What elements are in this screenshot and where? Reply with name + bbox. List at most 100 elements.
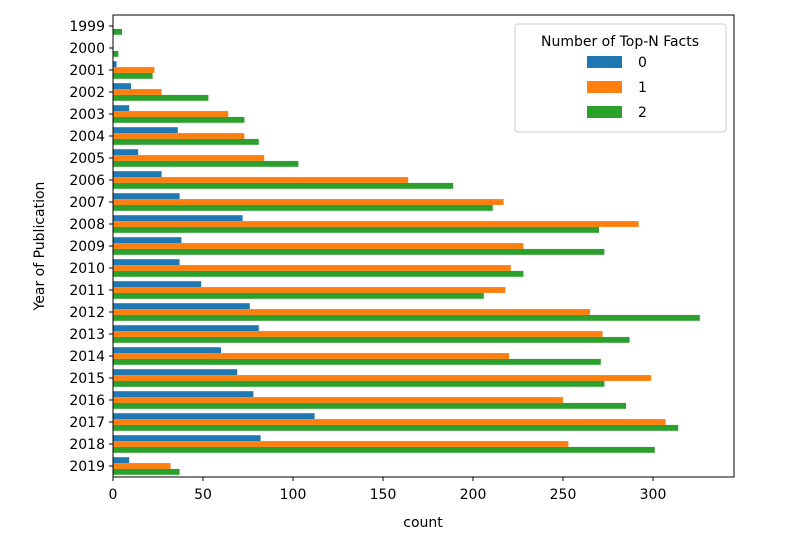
bar-2011-series-1 (113, 287, 506, 293)
y-tick-label: 2010 (69, 261, 105, 277)
legend-label-2: 2 (638, 105, 647, 121)
bar-2008-series-2 (113, 226, 599, 233)
bar-2009-series-0 (113, 237, 182, 244)
bar-2005-series-1 (113, 155, 265, 161)
legend-swatch-0 (587, 56, 622, 68)
bars-group (113, 28, 700, 475)
bar-2002-series-2 (113, 94, 209, 101)
bar-2005-series-2 (113, 160, 299, 167)
y-tick-label: 2012 (69, 305, 105, 321)
bar-2017-series-2 (113, 424, 679, 431)
bar-2016-series-0 (113, 391, 254, 398)
bar-2014-series-2 (113, 358, 601, 365)
bar-2017-series-0 (113, 413, 315, 420)
bar-2013-series-1 (113, 331, 603, 337)
legend-label-0: 0 (638, 55, 647, 71)
bar-2009-series-2 (113, 248, 605, 255)
plot-frame (112, 14, 735, 478)
bar-2003-series-0 (113, 105, 130, 112)
y-tick-label: 2009 (69, 239, 105, 255)
y-tick-label: 1999 (69, 19, 105, 35)
bar-2002-series-1 (113, 89, 162, 95)
y-axis-ticks: 1999 2000 2001 2002 2003 2004 2005 2006 2007 2008… (69, 19, 113, 475)
bar-2014-series-0 (113, 347, 221, 354)
bar-2009-series-1 (113, 243, 524, 249)
y-tick-label: 2008 (69, 217, 105, 233)
bar-2014-series-1 (113, 353, 509, 359)
bar-2015-series-0 (113, 369, 238, 376)
y-tick-label: 2007 (69, 195, 105, 211)
y-tick-label: 2002 (69, 85, 105, 101)
bar-2010-series-0 (113, 259, 180, 266)
y-tick-label: 2003 (69, 107, 105, 123)
bar-2012-series-2 (113, 314, 700, 321)
y-axis-title: Year of Publication (32, 182, 48, 312)
x-tick-label: 50 (194, 487, 212, 503)
x-axis-title: count (403, 515, 443, 531)
bar-2006-series-2 (113, 182, 454, 189)
bar-2003-series-1 (113, 111, 229, 117)
x-tick-label: 300 (640, 487, 667, 503)
bar-2007-series-0 (113, 193, 180, 200)
bar-2013-series-2 (113, 336, 630, 343)
bar-2001-series-2 (113, 72, 153, 79)
bar-2000-series-2 (113, 50, 119, 57)
x-tick-label: 100 (280, 487, 307, 503)
y-tick-label: 2015 (69, 371, 105, 387)
bar-2018-series-2 (113, 446, 655, 453)
bar-2019-series-2 (113, 468, 180, 475)
bar-2012-series-0 (113, 303, 250, 310)
bar-2017-series-1 (113, 419, 666, 425)
bar-2004-series-1 (113, 133, 245, 139)
bar-2018-series-1 (113, 441, 569, 447)
x-tick-label: 0 (109, 487, 118, 503)
y-tick-label: 2004 (69, 129, 105, 145)
y-tick-label: 2006 (69, 173, 105, 189)
bar-2016-series-1 (113, 397, 563, 403)
y-tick-label: 2011 (69, 283, 105, 299)
bar-2003-series-2 (113, 116, 245, 123)
bar-2002-series-0 (113, 83, 131, 90)
bar-2013-series-0 (113, 325, 259, 332)
bar-2015-series-1 (113, 375, 652, 381)
bar-2019-series-0 (113, 457, 130, 464)
y-tick-label: 2018 (69, 437, 105, 453)
y-tick-label: 2019 (69, 459, 105, 475)
y-tick-label: 2001 (69, 63, 105, 79)
bar-2006-series-1 (113, 177, 409, 183)
bar-2012-series-1 (113, 309, 590, 315)
bar-2004-series-2 (113, 138, 259, 145)
bar-2019-series-1 (113, 463, 171, 469)
bar-2011-series-0 (113, 281, 202, 288)
legend-title: Number of Top-N Facts (541, 34, 699, 50)
legend: Number of Top-N Facts 0 1 2 (514, 23, 727, 133)
bar-1999-series-2 (113, 28, 122, 35)
bar-2006-series-0 (113, 171, 162, 178)
bar-2018-series-0 (113, 435, 261, 442)
bar-2008-series-0 (113, 215, 243, 222)
y-tick-label: 2017 (69, 415, 105, 431)
bar-2008-series-1 (113, 221, 639, 227)
y-tick-label: 2005 (69, 151, 105, 167)
bar-2010-series-1 (113, 265, 511, 271)
y-tick-label: 2013 (69, 327, 105, 343)
bar-2016-series-2 (113, 402, 626, 409)
legend-frame (514, 23, 727, 133)
bar-2007-series-1 (113, 199, 504, 205)
y-tick-label: 2016 (69, 393, 105, 409)
bar-2005-series-0 (113, 149, 139, 156)
x-tick-label: 250 (550, 487, 577, 503)
x-tick-label: 150 (370, 487, 397, 503)
legend-label-1: 1 (638, 80, 647, 96)
legend-swatch-2 (587, 106, 622, 118)
bar-2015-series-2 (113, 380, 605, 387)
x-axis-ticks: 0 50 100 150 200 250 300 (109, 477, 667, 503)
bar-2001-series-1 (113, 67, 155, 73)
bar-2007-series-2 (113, 204, 493, 211)
legend-swatch-1 (587, 81, 622, 93)
bar-2004-series-0 (113, 127, 178, 134)
x-tick-label: 200 (460, 487, 487, 503)
y-tick-label: 2000 (69, 41, 105, 57)
bar-2001-series-0 (113, 61, 117, 68)
